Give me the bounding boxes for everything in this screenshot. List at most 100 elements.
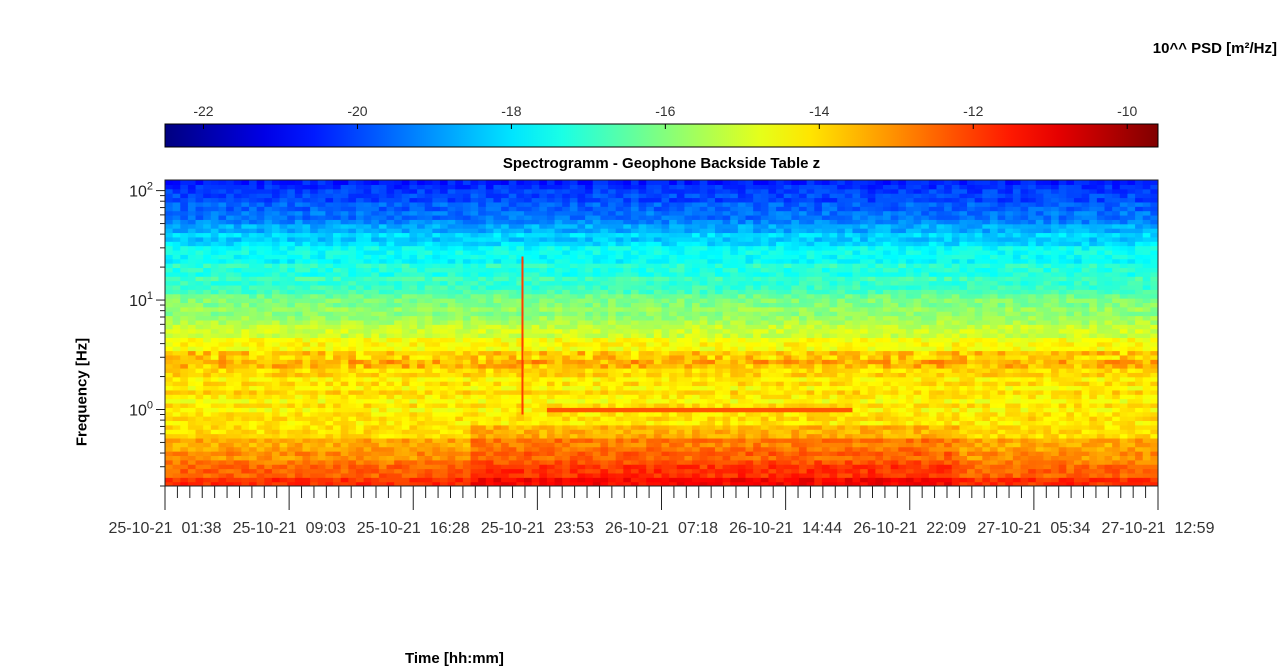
heatmap-cell: [493, 429, 502, 435]
heatmap-cell: [944, 459, 953, 465]
heatmap-cell: [271, 451, 281, 456]
heatmap-cell: [646, 337, 655, 343]
heatmap-cell: [875, 420, 884, 426]
heatmap-cell: [875, 376, 884, 382]
heatmap-cell: [264, 481, 273, 486]
heatmap-cell: [271, 337, 281, 343]
heatmap-cell: [615, 328, 624, 334]
heatmap-cell: [913, 389, 922, 395]
heatmap-cell: [1135, 424, 1144, 430]
heatmap-cell: [661, 424, 670, 430]
heatmap-cell: [577, 455, 586, 461]
heatmap-cell: [1020, 459, 1029, 465]
heatmap-cell: [310, 472, 319, 478]
heatmap-cell: [394, 459, 403, 465]
heatmap-cell: [745, 389, 754, 395]
heatmap-cell: [1066, 429, 1075, 435]
heatmap-cell: [546, 402, 556, 408]
heatmap-cell: [439, 407, 449, 413]
heatmap-cell: [714, 350, 724, 356]
heatmap-cell: [653, 424, 663, 430]
heatmap-cell: [1150, 324, 1158, 330]
heatmap-cell: [1089, 324, 1098, 330]
heatmap-cell: [821, 389, 831, 395]
heatmap-cell: [508, 411, 517, 417]
heatmap-cell: [608, 363, 617, 369]
heatmap-cell: [936, 451, 945, 456]
heatmap-cell: [776, 394, 785, 400]
heatmap-cell: [890, 354, 899, 360]
heatmap-cell: [508, 442, 517, 448]
heatmap-cell: [776, 407, 785, 413]
heatmap-cell: [905, 472, 915, 478]
heatmap-cell: [241, 324, 250, 330]
heatmap-cell: [753, 337, 762, 343]
heatmap-cell: [1051, 477, 1060, 483]
heatmap-cell: [814, 376, 823, 382]
heatmap-cell: [646, 464, 655, 470]
heatmap-cell: [271, 446, 281, 452]
heatmap-cell: [951, 433, 960, 439]
heatmap-cell: [997, 411, 1006, 417]
heatmap-cell: [203, 350, 212, 356]
heatmap-cell: [905, 333, 915, 338]
heatmap-cell: [722, 328, 731, 334]
heatmap-cell: [1112, 468, 1121, 474]
heatmap-cell: [615, 446, 624, 452]
heatmap-cell: [447, 429, 456, 435]
heatmap-cell: [478, 359, 487, 365]
heatmap-cell: [165, 477, 174, 483]
heatmap-cell: [493, 359, 502, 365]
heatmap-cell: [218, 424, 227, 430]
heatmap-cell: [608, 411, 617, 417]
heatmap-cell: [1127, 376, 1136, 382]
heatmap-cell: [439, 319, 449, 325]
heatmap-cell: [355, 385, 365, 391]
heatmap-cell: [714, 376, 724, 382]
heatmap-cell: [1081, 416, 1090, 422]
heatmap-cell: [913, 429, 922, 435]
heatmap-cell: [1035, 451, 1045, 456]
heatmap-cell: [325, 333, 334, 338]
heatmap-cell: [676, 407, 686, 413]
heatmap-cell: [760, 346, 770, 352]
heatmap-cell: [1135, 385, 1144, 391]
heatmap-cell: [661, 451, 670, 456]
heatmap-cell: [1028, 359, 1037, 365]
heatmap-cell: [409, 372, 418, 378]
heatmap-cell: [1089, 429, 1098, 435]
heatmap-cell: [417, 407, 426, 413]
heatmap-cell: [210, 451, 220, 456]
heatmap-cell: [661, 359, 670, 365]
heatmap-cell: [623, 363, 632, 369]
heatmap-cell: [271, 394, 281, 400]
heatmap-cell: [1005, 416, 1014, 422]
heatmap-cell: [210, 389, 220, 395]
heatmap-cell: [1005, 389, 1014, 395]
heatmap-cell: [944, 333, 953, 338]
heatmap-cell: [485, 477, 495, 483]
heatmap-cell: [493, 363, 502, 369]
heatmap-cell: [707, 468, 716, 474]
heatmap-cell: [714, 402, 724, 408]
heatmap-cell: [1089, 341, 1098, 347]
heatmap-cell: [707, 420, 716, 426]
heatmap-cell: [195, 416, 204, 422]
heatmap-cell: [417, 359, 426, 365]
heatmap-cell: [692, 324, 701, 330]
heatmap-cell: [798, 394, 808, 400]
heatmap-cell: [821, 402, 831, 408]
heatmap-cell: [791, 464, 800, 470]
heatmap-cell: [302, 429, 311, 435]
heatmap-cell: [226, 437, 235, 443]
heatmap-cell: [776, 437, 785, 443]
heatmap-cell: [1051, 354, 1060, 360]
heatmap-cell: [1150, 394, 1158, 400]
heatmap-cell: [195, 477, 204, 483]
heatmap-cell: [271, 424, 281, 430]
heatmap-cell: [753, 394, 762, 400]
heatmap-cell: [462, 328, 472, 334]
heatmap-cell: [378, 411, 388, 417]
heatmap-cell: [615, 451, 624, 456]
heatmap-cell: [669, 468, 678, 474]
